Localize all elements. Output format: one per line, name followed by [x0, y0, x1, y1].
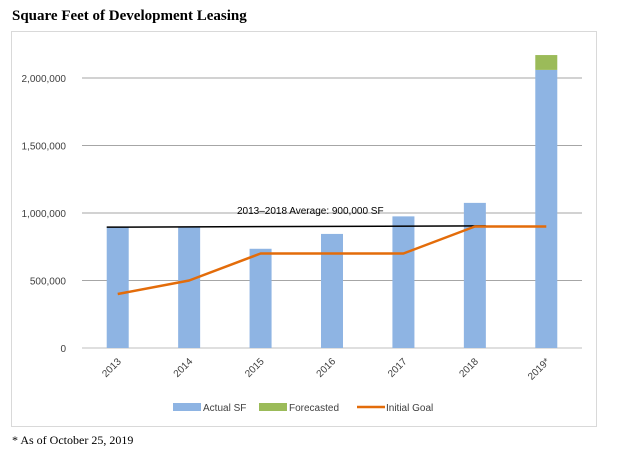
footnote: * As of October 25, 2019 [12, 433, 134, 447]
bar-actual-sf [178, 226, 201, 348]
y-tick-label: 500,000 [30, 277, 67, 288]
legend-label: Actual SF [203, 403, 246, 414]
initial-goal-line [117, 225, 547, 296]
legend-swatch-actual-sf [173, 403, 201, 411]
legend: Actual SF Forecasted Initial Goal [173, 403, 433, 414]
legend-label: Initial Goal [386, 403, 433, 414]
x-tick-label: 2016 [315, 356, 339, 380]
x-axis-ticks: 2013 2014 2015 2016 2017 2018 2019* [100, 356, 552, 383]
bar-actual-sf [106, 227, 129, 348]
average-line [106, 225, 486, 228]
chart-frame [11, 31, 597, 427]
y-tick-label: 1,500,000 [22, 142, 67, 153]
y-tick-label: 0 [60, 344, 66, 355]
y-axis-ticks: 0 500,000 1,000,000 1,500,000 2,000,000 [22, 74, 67, 355]
legend-label: Forecasted [289, 403, 339, 414]
bar-actual-sf [392, 216, 415, 348]
x-tick-label: 2019* [526, 356, 552, 382]
chart-title: Square Feet of Development Leasing [12, 8, 247, 24]
x-tick-label: 2014 [172, 356, 196, 380]
goal-line-group [117, 225, 547, 296]
bar-actual-sf [535, 69, 558, 349]
average-line-group: 2013–2018 Average: 900,000 SF [106, 206, 486, 228]
x-tick-label: 2018 [457, 356, 481, 380]
x-tick-label: 2017 [386, 356, 410, 380]
bar-actual-sf [249, 248, 272, 348]
average-label: 2013–2018 Average: 900,000 SF [237, 206, 384, 217]
y-tick-label: 2,000,000 [22, 74, 67, 85]
legend-swatch-forecasted [259, 403, 287, 411]
x-tick-label: 2015 [243, 356, 267, 380]
bar-actual-sf [463, 202, 486, 348]
bars [106, 55, 558, 349]
bar-actual-sf [321, 233, 343, 348]
y-tick-label: 1,000,000 [22, 209, 67, 220]
x-tick-label: 2013 [100, 356, 124, 380]
bar-forecasted [535, 55, 558, 70]
